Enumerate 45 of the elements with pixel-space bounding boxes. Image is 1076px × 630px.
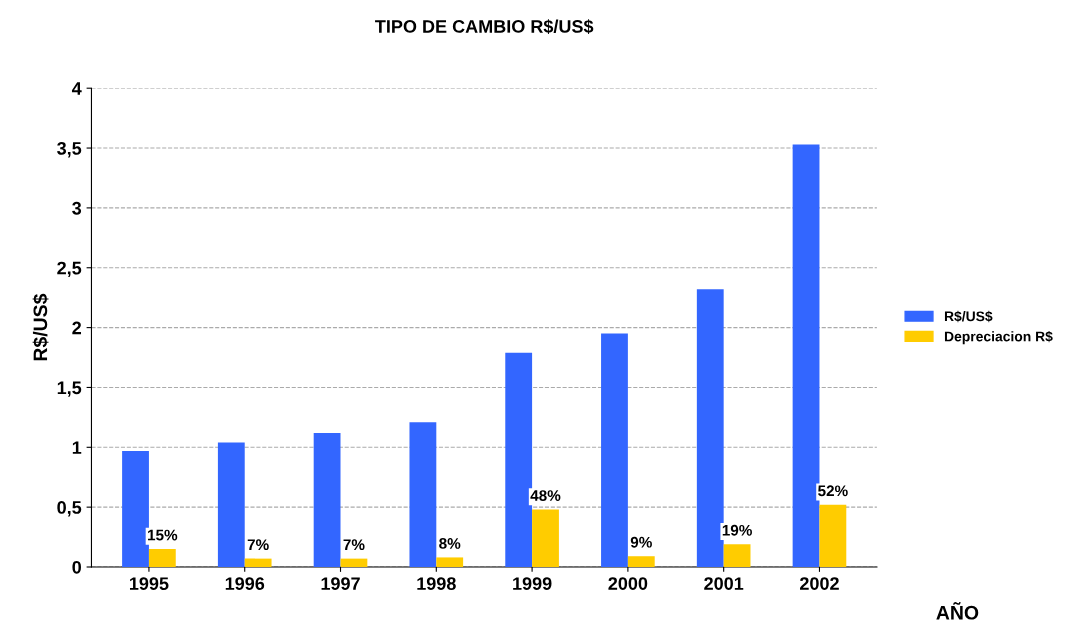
bar	[122, 450, 149, 567]
bar	[244, 558, 272, 567]
data-label: 7%	[247, 539, 269, 551]
bar	[436, 557, 464, 567]
bar	[696, 289, 724, 567]
bar	[340, 558, 368, 567]
bar	[409, 422, 437, 567]
y-axis-title: R$/US$	[32, 293, 49, 361]
y-tick-label: 3,5	[57, 141, 82, 158]
bar	[532, 509, 559, 567]
data-label: 9%	[630, 536, 652, 548]
bar	[792, 144, 820, 567]
legend-label: R$/US$	[944, 310, 993, 323]
y-tick-label: 2,5	[57, 261, 82, 278]
y-tick-label: 0,5	[57, 501, 82, 517]
bar	[313, 432, 341, 567]
data-label: 19%	[722, 524, 752, 536]
y-tick-label: 1,5	[57, 381, 82, 397]
y-tick-label: 2	[72, 321, 82, 335]
chart-title: TIPO DE CAMBIO R$/US$	[375, 19, 594, 34]
bar	[148, 549, 176, 567]
x-tick-label: 1996	[225, 577, 265, 590]
y-tick-label: 1	[72, 441, 82, 454]
x-tick-label: 1998	[417, 577, 456, 590]
x-tick-label: 1997	[321, 577, 360, 590]
x-axis-title: AÑO	[936, 602, 979, 620]
data-label: 8%	[439, 538, 461, 549]
bar	[723, 544, 751, 567]
y-tick-label: 3	[72, 201, 82, 215]
x-tick-label: 2002	[800, 577, 839, 590]
bar	[819, 504, 847, 567]
y-tick-label: 4	[71, 82, 82, 95]
bar	[627, 556, 655, 567]
legend-label: Depreciacion R$	[944, 330, 1053, 345]
data-label: 7%	[343, 539, 365, 551]
data-label: 52%	[818, 485, 848, 497]
y-tick-label: 0	[72, 560, 81, 574]
x-tick-label: 2001	[704, 577, 744, 590]
x-tick-label: 2000	[608, 577, 648, 590]
data-label: 15%	[148, 529, 178, 541]
bar	[601, 333, 628, 567]
x-tick-label: 1999	[513, 577, 552, 590]
bar	[217, 442, 245, 567]
x-tick-label: 1995	[129, 577, 169, 590]
data-label: 48%	[530, 490, 561, 501]
